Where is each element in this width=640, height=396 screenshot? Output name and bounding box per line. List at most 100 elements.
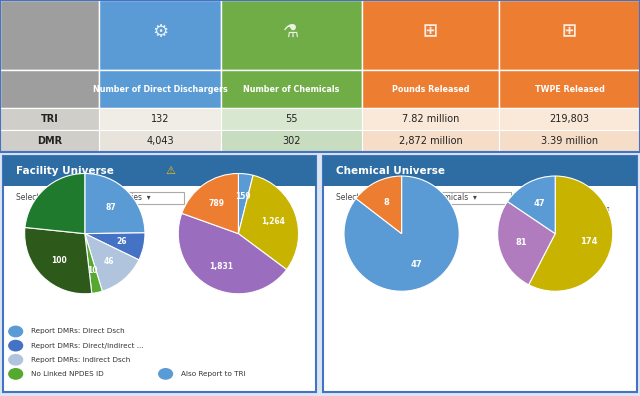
Wedge shape bbox=[238, 173, 253, 234]
FancyBboxPatch shape bbox=[362, 130, 499, 152]
Text: 789: 789 bbox=[209, 199, 225, 208]
FancyBboxPatch shape bbox=[97, 192, 184, 204]
Text: ⊞: ⊞ bbox=[562, 23, 577, 40]
FancyBboxPatch shape bbox=[499, 0, 640, 70]
Text: 100: 100 bbox=[51, 256, 67, 265]
Text: 55: 55 bbox=[285, 114, 298, 124]
Wedge shape bbox=[529, 176, 612, 291]
Circle shape bbox=[9, 369, 22, 379]
Circle shape bbox=[9, 354, 22, 365]
Text: 87: 87 bbox=[106, 203, 116, 211]
Text: 302: 302 bbox=[282, 136, 300, 147]
Text: 302: 302 bbox=[538, 214, 560, 224]
Wedge shape bbox=[84, 234, 139, 291]
Text: 174: 174 bbox=[580, 237, 598, 246]
Text: Report DMRs: Direct/Indirect ...: Report DMRs: Direct/Indirect ... bbox=[31, 343, 144, 348]
Wedge shape bbox=[25, 173, 85, 234]
Wedge shape bbox=[498, 202, 556, 285]
Text: TRI Facilities:: TRI Facilities: bbox=[42, 205, 96, 214]
Text: 81: 81 bbox=[516, 238, 527, 247]
FancyBboxPatch shape bbox=[499, 70, 640, 108]
Text: 4,043: 4,043 bbox=[146, 136, 174, 147]
FancyBboxPatch shape bbox=[362, 0, 499, 70]
Wedge shape bbox=[84, 233, 145, 260]
Text: Chemical Universe: Chemical Universe bbox=[336, 166, 445, 176]
Circle shape bbox=[9, 341, 22, 351]
Text: TWPE Released: TWPE Released bbox=[534, 85, 605, 94]
Text: 1,264: 1,264 bbox=[262, 217, 285, 226]
FancyBboxPatch shape bbox=[0, 108, 99, 130]
Text: Number of Direct Dischargers: Number of Direct Dischargers bbox=[93, 85, 227, 94]
Text: 132: 132 bbox=[151, 114, 169, 124]
Text: 10: 10 bbox=[87, 266, 98, 275]
Wedge shape bbox=[356, 176, 402, 234]
Text: Facility Universe: Facility Universe bbox=[16, 166, 113, 176]
Text: 8: 8 bbox=[383, 198, 389, 207]
Text: TRI Chemicals:: TRI Chemicals: bbox=[361, 205, 423, 214]
FancyBboxPatch shape bbox=[3, 156, 316, 186]
Wedge shape bbox=[182, 173, 239, 234]
Wedge shape bbox=[508, 176, 556, 234]
FancyBboxPatch shape bbox=[221, 70, 362, 108]
FancyBboxPatch shape bbox=[0, 130, 99, 152]
Text: 219,803: 219,803 bbox=[550, 114, 589, 124]
FancyBboxPatch shape bbox=[323, 156, 637, 186]
Text: 46: 46 bbox=[104, 257, 115, 267]
FancyBboxPatch shape bbox=[499, 108, 640, 130]
Text: Report DMRs: Direct Dsch: Report DMRs: Direct Dsch bbox=[31, 329, 125, 335]
Text: DMR Facilities:: DMR Facilities: bbox=[185, 205, 246, 214]
Text: Pounds Released: Pounds Released bbox=[392, 85, 469, 94]
Circle shape bbox=[9, 326, 22, 337]
FancyBboxPatch shape bbox=[221, 108, 362, 130]
Text: Select metric:: Select metric: bbox=[336, 193, 389, 202]
Text: 2,872 million: 2,872 million bbox=[399, 136, 462, 147]
Text: 4,043: 4,043 bbox=[199, 214, 232, 224]
Text: 26: 26 bbox=[116, 237, 127, 246]
Wedge shape bbox=[25, 227, 92, 294]
Text: Also Report to TRI: Also Report to TRI bbox=[181, 371, 246, 377]
FancyBboxPatch shape bbox=[323, 156, 637, 392]
FancyBboxPatch shape bbox=[99, 0, 221, 70]
Text: 1,831: 1,831 bbox=[209, 262, 233, 271]
Wedge shape bbox=[84, 234, 102, 293]
Text: TRI: TRI bbox=[41, 114, 58, 124]
Wedge shape bbox=[239, 175, 298, 270]
Text: No Linked NPDES ID: No Linked NPDES ID bbox=[31, 371, 104, 377]
Wedge shape bbox=[179, 213, 287, 294]
FancyBboxPatch shape bbox=[99, 108, 221, 130]
Text: ≡: ≡ bbox=[442, 204, 451, 215]
FancyBboxPatch shape bbox=[0, 70, 99, 108]
FancyBboxPatch shape bbox=[362, 108, 499, 130]
Text: ⚠: ⚠ bbox=[166, 166, 175, 176]
Text: # Chemicals  ▾: # Chemicals ▾ bbox=[420, 193, 477, 202]
FancyBboxPatch shape bbox=[362, 70, 499, 108]
Text: # Facilities  ▾: # Facilities ▾ bbox=[100, 193, 150, 202]
FancyBboxPatch shape bbox=[0, 0, 99, 70]
Text: 55: 55 bbox=[385, 214, 399, 224]
Text: ≡: ≡ bbox=[116, 204, 124, 215]
Text: 7.82 million: 7.82 million bbox=[402, 114, 459, 124]
Text: DMR: DMR bbox=[37, 136, 62, 147]
Wedge shape bbox=[344, 176, 459, 291]
FancyBboxPatch shape bbox=[3, 156, 316, 392]
Text: ⚗: ⚗ bbox=[283, 23, 300, 40]
Text: DMR Chemicals:: DMR Chemicals: bbox=[515, 205, 583, 214]
Circle shape bbox=[159, 369, 172, 379]
Text: ⊞: ⊞ bbox=[423, 23, 438, 40]
Text: 3.39 million: 3.39 million bbox=[541, 136, 598, 147]
Text: ≡: ≡ bbox=[266, 204, 274, 215]
FancyBboxPatch shape bbox=[99, 130, 221, 152]
FancyBboxPatch shape bbox=[221, 130, 362, 152]
Text: 351: 351 bbox=[58, 214, 79, 224]
Wedge shape bbox=[84, 173, 145, 234]
FancyBboxPatch shape bbox=[499, 130, 640, 152]
Text: 47: 47 bbox=[533, 199, 545, 208]
Text: 159: 159 bbox=[235, 192, 251, 201]
Text: Number of Chemicals: Number of Chemicals bbox=[243, 85, 339, 94]
Text: 47: 47 bbox=[411, 260, 422, 269]
Text: Report DMRs: Indirect Dsch: Report DMRs: Indirect Dsch bbox=[31, 357, 131, 363]
FancyBboxPatch shape bbox=[221, 0, 362, 70]
Text: Select metric:: Select metric: bbox=[16, 193, 69, 202]
Text: ⚙: ⚙ bbox=[152, 23, 168, 40]
FancyBboxPatch shape bbox=[417, 192, 511, 204]
